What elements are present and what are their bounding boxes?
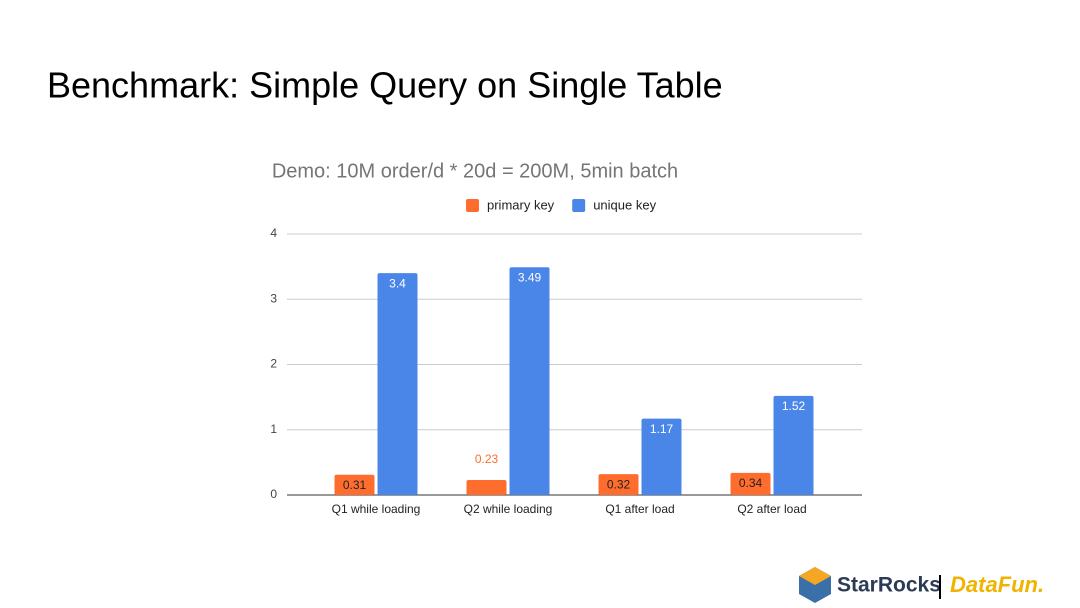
data-label: 3.49 [518,270,542,284]
bar [466,479,507,495]
legend-label: primary key [487,197,555,212]
y-tick-label: 2 [270,357,277,371]
data-label: 3.4 [389,276,406,290]
x-tick-label: Q1 while loading [332,502,421,516]
data-label: 1.17 [650,422,674,436]
bar [730,472,771,495]
bar [773,395,814,495]
bar [641,418,682,495]
logo-icon [799,567,831,603]
bar [598,474,639,495]
y-tick-label: 1 [270,422,277,436]
bar [377,273,418,495]
bar [509,267,550,495]
x-tick-label: Q1 after load [605,502,674,516]
bar [334,474,375,495]
logo-text: DataFun. [950,572,1044,597]
legend-swatch [466,199,479,212]
legend-swatch [572,199,586,212]
data-label: 0.32 [607,477,631,491]
data-label: 0.34 [739,476,763,490]
data-label: 0.23 [475,452,499,466]
y-tick-label: 3 [270,291,277,305]
logo-text: StarRocks [837,574,941,597]
y-tick-label: 0 [270,487,277,501]
legend-label: unique key [593,197,656,212]
chart-title: Demo: 10M order/d * 20d = 200M, 5min bat… [272,160,678,182]
x-tick-label: Q2 after load [737,502,806,516]
x-tick-label: Q2 while loading [464,502,553,516]
data-label: 0.31 [343,478,367,492]
data-label: 1.52 [782,399,806,413]
y-tick-label: 4 [270,226,277,240]
slide-title: Benchmark: Simple Query on Single Table [47,65,723,106]
